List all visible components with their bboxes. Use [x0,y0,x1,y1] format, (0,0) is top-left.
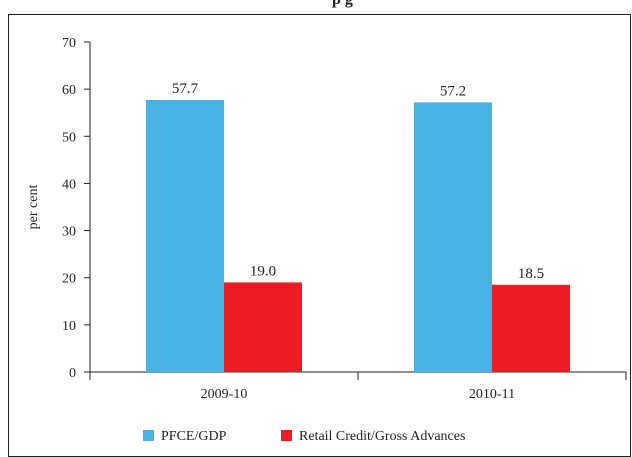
chart-frame [8,14,631,457]
y-tick-label: 50 [62,130,76,145]
y-tick-label: 10 [62,319,76,334]
legend-label: PFCE/GDP [161,429,227,444]
y-tick-label: 20 [62,272,76,287]
data-label: 19.0 [250,263,276,279]
y-tick-label: 70 [62,36,76,51]
y-tick-label: 0 [69,366,76,381]
data-label: 57.7 [172,81,199,97]
plot-area: 0 10 20 30 40 50 60 70 per cent 57.7 19.0 2009-10 57… [26,36,627,444]
y-axis-label: per cent [26,185,41,230]
legend-label: Retail Credit/Gross Advances [299,429,465,444]
legend-swatch [281,430,292,441]
y-tick-label: 60 [62,83,76,98]
y-tick-label: 30 [62,225,76,240]
chart-title-strip: p g [0,0,632,14]
data-label: 57.2 [440,83,466,99]
data-label: 18.5 [518,266,544,282]
bar-pfce-gdp-2009-10 [146,99,224,372]
y-tick-label: 40 [62,177,76,192]
bar-pfce-gdp-2010-11 [414,102,492,372]
bar-retail-credit-2009-10 [224,282,302,372]
bar-retail-credit-2010-11 [492,284,570,372]
x-tick-label: 2010-11 [469,387,515,402]
chart-title: p g [332,0,353,9]
x-tick-label: 2009-10 [201,387,248,402]
legend-swatch [143,430,154,441]
